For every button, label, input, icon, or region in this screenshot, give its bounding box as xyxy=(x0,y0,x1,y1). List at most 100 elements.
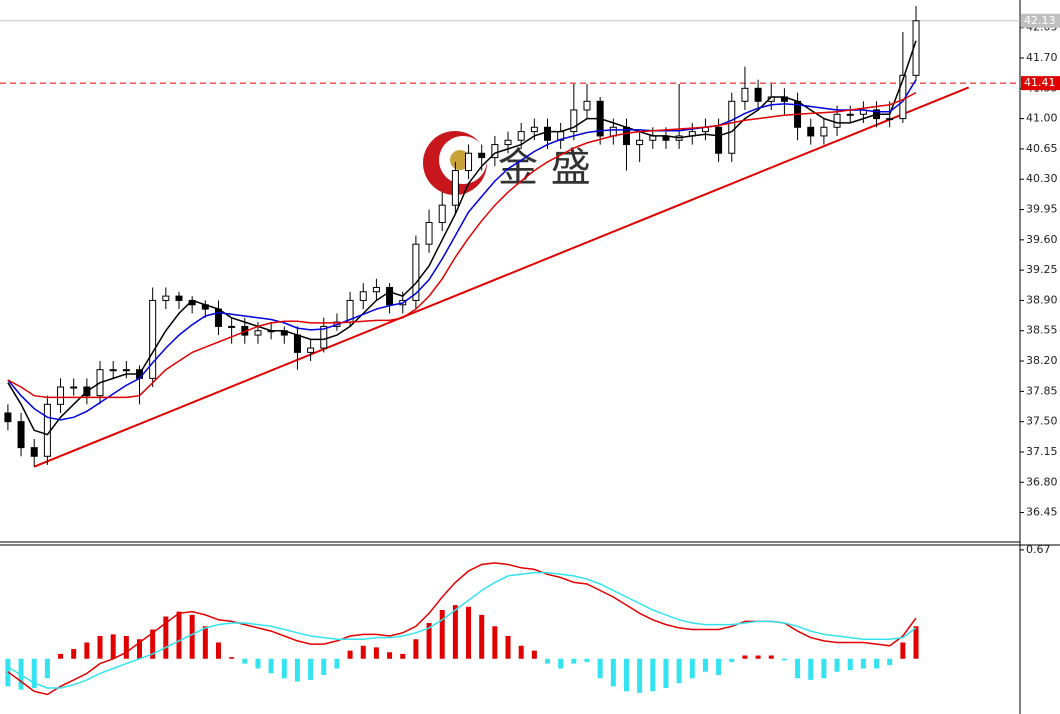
macd-bar xyxy=(281,658,287,679)
y-tick-label: 38.90 xyxy=(1026,293,1058,306)
macd-bar xyxy=(650,658,656,692)
macd-line xyxy=(7,562,917,696)
macd-bar xyxy=(676,658,682,684)
macd-bar xyxy=(268,658,274,674)
macd-bar xyxy=(808,658,814,680)
macd-bar xyxy=(110,634,116,659)
macd-bar xyxy=(505,636,511,659)
macd-bar xyxy=(150,629,156,659)
candle-body xyxy=(807,126,815,137)
y-tick-label: 0.67 xyxy=(1026,543,1051,556)
macd-bar xyxy=(426,623,432,659)
candle-body xyxy=(4,412,12,423)
candle-body xyxy=(478,152,486,159)
candle-body xyxy=(307,347,315,353)
y-tick-label: 36.80 xyxy=(1026,475,1058,488)
macd-bar xyxy=(781,658,787,661)
y-tick-label: 41.00 xyxy=(1026,112,1058,125)
macd-bar xyxy=(202,626,208,659)
candle-body xyxy=(175,295,183,301)
candle-body xyxy=(846,113,854,116)
candle-body xyxy=(465,152,473,172)
moving-average xyxy=(7,40,917,436)
candle-body xyxy=(517,131,525,141)
candle-body xyxy=(43,403,51,457)
y-tick-label: 39.25 xyxy=(1026,263,1058,276)
macd-bar xyxy=(637,658,643,693)
candle-body xyxy=(214,308,222,327)
macd-bar xyxy=(887,658,893,666)
moving-average xyxy=(7,91,917,399)
macd-bar xyxy=(558,658,564,669)
candle-body xyxy=(254,330,262,336)
macd-bar xyxy=(439,610,445,659)
candle-body xyxy=(833,113,841,128)
y-tick-label: 38.55 xyxy=(1026,324,1058,337)
macd-bar xyxy=(623,658,629,692)
macd-bar xyxy=(321,658,327,675)
candle-body xyxy=(320,325,328,349)
macd-bar xyxy=(387,652,393,659)
macd-bar xyxy=(189,614,195,659)
candle-body xyxy=(438,204,446,224)
candle-body xyxy=(228,325,236,328)
y-tick-label: 37.50 xyxy=(1026,415,1058,428)
macd-bar xyxy=(597,658,603,679)
trendline xyxy=(33,86,970,468)
candle-body xyxy=(70,386,78,389)
macd-bar xyxy=(913,626,919,659)
macd-bar xyxy=(821,658,827,679)
macd-bar xyxy=(492,626,498,659)
macd-bar xyxy=(308,658,314,680)
macd-bar xyxy=(360,645,366,659)
macd-bar xyxy=(742,655,748,659)
macd-bar xyxy=(716,658,722,675)
price-label: 42.13 xyxy=(1024,14,1056,27)
candle-body xyxy=(530,126,538,133)
macd-bar xyxy=(466,606,472,659)
y-tick-label: 37.85 xyxy=(1026,384,1058,397)
macd-bar xyxy=(689,658,695,679)
macd-bar xyxy=(97,636,103,659)
macd-bar xyxy=(545,658,551,664)
candle-body xyxy=(412,243,420,301)
candle-body xyxy=(122,369,130,372)
y-tick-label: 38.20 xyxy=(1026,354,1058,367)
candle-body xyxy=(162,295,170,301)
candle-body xyxy=(570,109,578,133)
y-tick-label: 39.95 xyxy=(1026,203,1058,216)
candle-body xyxy=(17,421,25,449)
candle-body xyxy=(109,369,117,372)
candle-body xyxy=(57,386,65,405)
macd-bar xyxy=(755,655,761,659)
candle-body xyxy=(30,447,38,457)
y-tick-label: 40.30 xyxy=(1026,172,1058,185)
candle-body xyxy=(359,291,367,301)
y-tick-label: 36.45 xyxy=(1026,506,1058,519)
macd-bar xyxy=(518,645,524,659)
macd-bar xyxy=(834,658,840,672)
y-tick-label: 39.60 xyxy=(1026,233,1058,246)
y-tick-label: 41.70 xyxy=(1026,51,1058,64)
macd-bar xyxy=(373,647,379,659)
candle-body xyxy=(583,100,591,111)
macd-bar xyxy=(768,655,774,659)
macd-line xyxy=(7,571,917,689)
watermark: 金 盛 xyxy=(498,145,591,191)
candle-body xyxy=(386,286,394,306)
macd-bar xyxy=(531,650,537,659)
macd-bar xyxy=(137,639,143,659)
macd-bar xyxy=(571,658,577,664)
candle-body xyxy=(293,334,301,353)
macd-bar xyxy=(452,605,458,659)
macd-bar xyxy=(702,658,708,672)
macd-bar xyxy=(334,658,340,669)
candle-body xyxy=(820,126,828,137)
macd-bar xyxy=(584,658,590,662)
macd-bar xyxy=(84,642,90,659)
macd-bar xyxy=(123,636,129,659)
y-tick-label: 37.15 xyxy=(1026,445,1058,458)
macd-bar xyxy=(347,650,353,659)
price-label-box xyxy=(1021,76,1060,91)
